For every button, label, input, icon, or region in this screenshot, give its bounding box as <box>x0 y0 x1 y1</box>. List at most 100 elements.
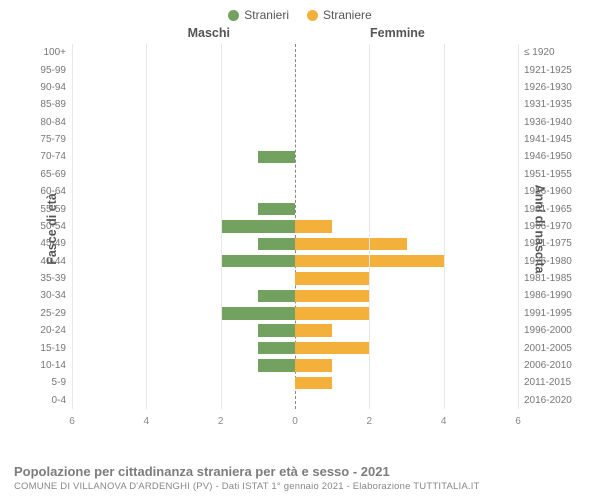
age-row: 30-341986-1990 <box>72 287 518 304</box>
female-swatch <box>307 10 318 21</box>
plot-area: 100+≤ 192095-991921-192590-941926-193085… <box>72 44 518 409</box>
birth-label: 2006-2010 <box>524 360 572 371</box>
x-tick: 4 <box>144 416 150 427</box>
chart-subtitle: COMUNE DI VILLANOVA D'ARDENGHI (PV) - Da… <box>14 481 586 492</box>
birth-label: 1971-1975 <box>524 238 572 249</box>
age-label: 100+ <box>43 47 66 58</box>
birth-label: 1956-1960 <box>524 186 572 197</box>
bar-male <box>221 220 295 233</box>
age-row: 65-691951-1955 <box>72 166 518 183</box>
age-label: 65-69 <box>40 169 66 180</box>
age-row: 15-192001-2005 <box>72 339 518 356</box>
birth-label: 1921-1925 <box>524 65 572 76</box>
age-label: 60-64 <box>40 186 66 197</box>
bar-female <box>295 290 369 303</box>
birth-label: 2016-2020 <box>524 395 572 406</box>
birth-label: 1931-1935 <box>524 99 572 110</box>
age-label: 40-44 <box>40 256 66 267</box>
chart: Maschi Femmine Fasce di età Anni di nasc… <box>20 26 580 431</box>
birth-label: 1986-1990 <box>524 290 572 301</box>
age-row: 20-241996-2000 <box>72 322 518 339</box>
birth-label: 2011-2015 <box>524 377 571 388</box>
bar-male <box>258 151 295 164</box>
birth-label: 1996-2000 <box>524 325 572 336</box>
legend-item-male: Stranieri <box>228 8 289 22</box>
age-row: 70-741946-1950 <box>72 148 518 165</box>
age-row: 95-991921-1925 <box>72 61 518 78</box>
x-tick: 6 <box>69 416 75 427</box>
x-tick: 6 <box>515 416 521 427</box>
age-row: 10-142006-2010 <box>72 357 518 374</box>
age-row: 0-42016-2020 <box>72 392 518 409</box>
age-label: 35-39 <box>40 273 66 284</box>
legend: Stranieri Straniere <box>0 0 600 26</box>
age-label: 55-59 <box>40 204 66 215</box>
age-row: 90-941926-1930 <box>72 79 518 96</box>
age-row: 50-541966-1970 <box>72 218 518 235</box>
age-row: 85-891931-1935 <box>72 96 518 113</box>
bar-male <box>221 307 295 320</box>
bar-female <box>295 377 332 390</box>
header-male: Maschi <box>188 26 230 40</box>
birth-label: 1981-1985 <box>524 273 572 284</box>
age-row: 75-791941-1945 <box>72 131 518 148</box>
bar-male <box>258 324 295 337</box>
bar-female <box>295 359 332 372</box>
age-row: 60-641956-1960 <box>72 183 518 200</box>
age-label: 95-99 <box>40 65 66 76</box>
birth-label: 2001-2005 <box>524 343 572 354</box>
age-label: 70-74 <box>40 151 66 162</box>
age-label: 0-4 <box>52 395 66 406</box>
age-row: 45-491971-1975 <box>72 235 518 252</box>
chart-footer: Popolazione per cittadinanza straniera p… <box>14 464 586 492</box>
age-row: 40-441976-1980 <box>72 253 518 270</box>
header-female: Femmine <box>370 26 425 40</box>
age-label: 50-54 <box>40 221 66 232</box>
x-tick: 4 <box>441 416 447 427</box>
birth-label: 1966-1970 <box>524 221 572 232</box>
gridline <box>146 44 147 409</box>
bar-female <box>295 238 407 251</box>
legend-male-label: Stranieri <box>244 8 289 22</box>
age-label: 85-89 <box>40 99 66 110</box>
gridline <box>369 44 370 409</box>
age-label: 20-24 <box>40 325 66 336</box>
gridline <box>518 44 519 409</box>
age-row: 80-841936-1940 <box>72 114 518 131</box>
bar-male <box>258 238 295 251</box>
bar-male <box>258 342 295 355</box>
age-row: 55-591961-1965 <box>72 200 518 217</box>
age-row: 100+≤ 1920 <box>72 44 518 61</box>
birth-label: ≤ 1920 <box>524 47 555 58</box>
x-tick: 0 <box>292 416 298 427</box>
rows-container: 100+≤ 192095-991921-192590-941926-193085… <box>72 44 518 409</box>
bar-male <box>258 359 295 372</box>
birth-label: 1991-1995 <box>524 308 572 319</box>
bar-female <box>295 220 332 233</box>
legend-female-label: Straniere <box>323 8 372 22</box>
age-label: 10-14 <box>40 360 66 371</box>
bar-male <box>221 255 295 268</box>
age-label: 75-79 <box>40 134 66 145</box>
birth-label: 1941-1945 <box>524 134 572 145</box>
age-label: 25-29 <box>40 308 66 319</box>
birth-label: 1946-1950 <box>524 151 572 162</box>
chart-title: Popolazione per cittadinanza straniera p… <box>14 464 586 479</box>
bar-female <box>295 324 332 337</box>
age-label: 80-84 <box>40 117 66 128</box>
age-row: 5-92011-2015 <box>72 374 518 391</box>
gridline <box>444 44 445 409</box>
gridline <box>72 44 73 409</box>
birth-label: 1936-1940 <box>524 117 572 128</box>
birth-label: 1951-1955 <box>524 169 572 180</box>
age-label: 90-94 <box>40 82 66 93</box>
age-label: 45-49 <box>40 238 66 249</box>
bar-male <box>258 290 295 303</box>
birth-label: 1976-1980 <box>524 256 572 267</box>
x-tick: 2 <box>218 416 224 427</box>
legend-item-female: Straniere <box>307 8 372 22</box>
bar-female <box>295 307 369 320</box>
age-label: 5-9 <box>52 377 66 388</box>
bar-female <box>295 272 369 285</box>
male-swatch <box>228 10 239 21</box>
